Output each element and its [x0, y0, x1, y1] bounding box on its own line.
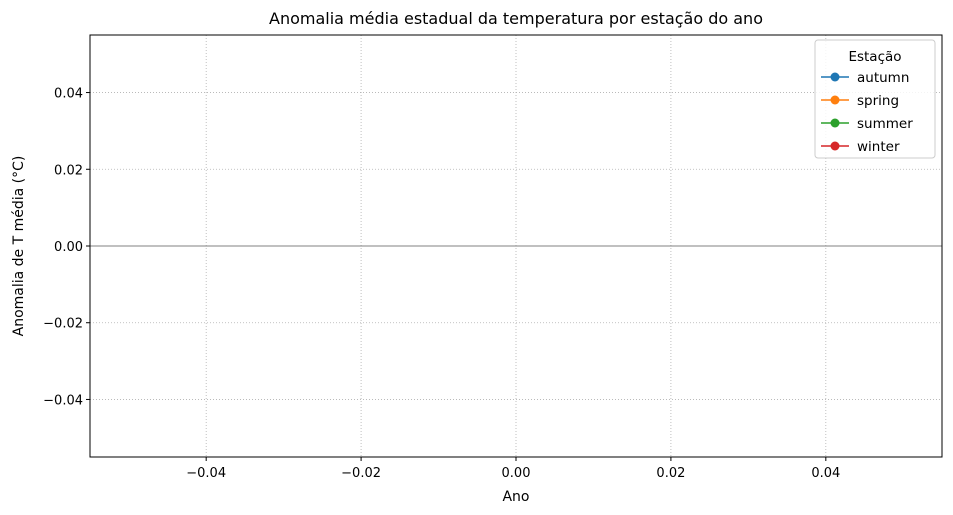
- legend-box: [814, 39, 936, 159]
- chart-title: Anomalia média estadual da temperatura p…: [269, 9, 763, 28]
- legend-label-autumn: autumn: [857, 70, 909, 86]
- x-axis: −0.04 −0.02 0.00 0.02 0.04: [186, 457, 840, 481]
- legend-label-spring: spring: [857, 93, 899, 109]
- y-axis: −0.04 −0.02 0.00 0.02 0.04: [43, 87, 90, 408]
- x-tick-label: 0.04: [811, 466, 840, 481]
- y-tick-label: 0.04: [54, 87, 83, 102]
- legend-label-winter: winter: [857, 139, 900, 155]
- y-tick-label: 0.00: [54, 240, 83, 255]
- legend-marker-spring: [830, 95, 840, 105]
- x-tick-label: 0.00: [502, 466, 531, 481]
- y-tick-label: −0.04: [43, 393, 83, 408]
- x-axis-label: Ano: [502, 489, 529, 505]
- y-axis-label: Anomalia de T média (°C): [11, 156, 27, 337]
- x-tick-label: −0.04: [186, 466, 226, 481]
- legend-marker-autumn: [830, 72, 840, 82]
- legend-marker-winter: [830, 141, 840, 151]
- y-tick-label: 0.02: [54, 163, 83, 178]
- y-tick-label: −0.02: [43, 317, 83, 332]
- x-tick-label: 0.02: [656, 466, 685, 481]
- x-tick-label: −0.02: [341, 466, 381, 481]
- legend-label-summer: summer: [857, 116, 913, 132]
- legend-marker-summer: [830, 118, 840, 128]
- legend: Estação autumn spring summer winter: [814, 39, 936, 159]
- legend-title: Estação: [848, 49, 901, 65]
